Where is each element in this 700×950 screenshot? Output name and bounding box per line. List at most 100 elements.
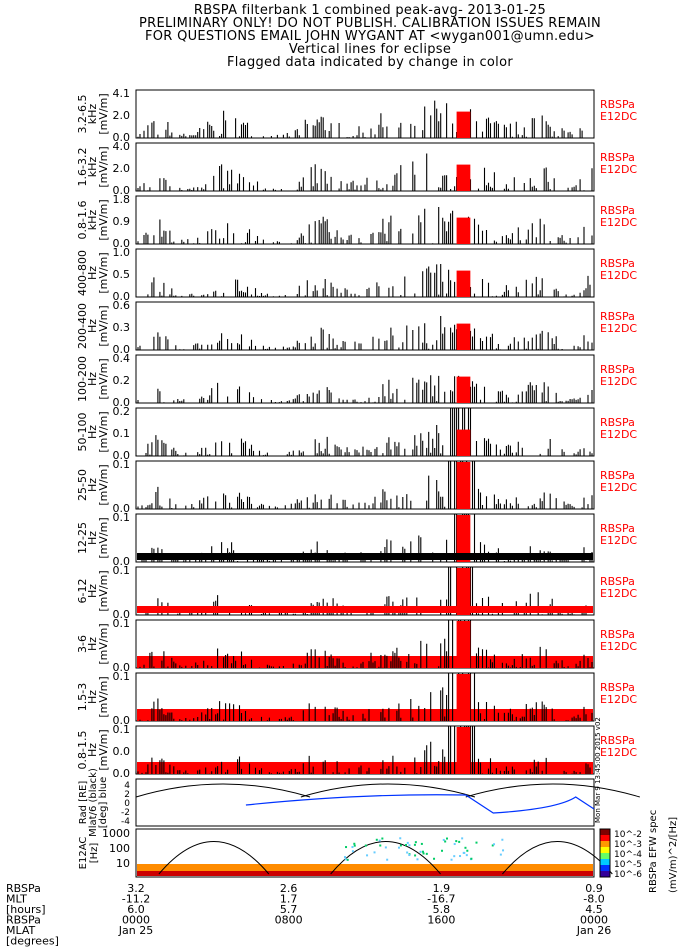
y-axis-label-line: [mV/m]	[97, 570, 110, 611]
y-axis-label-line: 1.5-3	[76, 683, 89, 711]
spectrogram-pixel	[433, 857, 436, 860]
series-label: E12DC	[600, 322, 637, 335]
colorbar-segment	[600, 853, 610, 860]
flagged-data	[456, 568, 471, 615]
trace	[135, 461, 593, 509]
y-tick-label: 0.1	[113, 723, 131, 736]
flagged-data	[456, 111, 471, 138]
eclipse-note: Vertical lines for eclipse	[288, 42, 452, 57]
spectrogram-pixel	[379, 844, 382, 847]
y-axis-label-line: 25-50	[76, 469, 89, 501]
xaxis-tick-label: Jan 26	[576, 924, 611, 937]
y-tick-label: 4.1	[113, 87, 131, 100]
spectrogram-pixel	[414, 841, 417, 844]
flagged-data	[456, 164, 471, 191]
colorbar-segment	[600, 841, 610, 848]
y-axis-label: 0.8-1.5Hz[mV/m]	[76, 729, 110, 770]
y-tick-label: 0.3	[113, 321, 131, 334]
xaxis-row-label: RBSPa	[6, 882, 41, 895]
colorbar-tick: 10^-6	[614, 870, 642, 880]
y-tick-label: 0.0	[113, 714, 131, 727]
spectrogram-pixel	[405, 843, 408, 846]
series-label: E12DC	[600, 746, 637, 759]
xaxis-tick-label: 3.2	[127, 882, 145, 895]
spectrogram-pixel	[465, 854, 468, 857]
spectrogram-pixel	[413, 843, 416, 846]
orbit-curve	[135, 783, 311, 798]
series-label: RBSPa	[600, 151, 635, 164]
colorbar-frame	[599, 828, 611, 878]
series-label: RBSPa	[600, 575, 635, 588]
spectrogram-pixel	[444, 840, 447, 843]
spectrogram-pixel	[499, 853, 502, 856]
flagged-data	[456, 727, 471, 774]
y-axis-label-line: 50-100	[76, 413, 89, 452]
spectrogram-pixel	[419, 850, 422, 853]
y-axis-label-line: 12-25	[76, 522, 89, 554]
y-tick-label: 0.1	[113, 511, 131, 524]
trace	[135, 316, 593, 350]
y-tick-label: 0.0	[113, 237, 131, 250]
y-tick-label: 0.0	[113, 502, 131, 515]
series-label: E12DC	[600, 269, 637, 282]
series-label: RBSPa	[600, 416, 635, 429]
y-tick-label: 0.4	[113, 352, 131, 365]
timestamp: Mon Mar 9 13:45:00 2015 v02	[594, 717, 602, 823]
series-label: RBSPa	[600, 310, 635, 323]
y-axis-label-line: Hz	[86, 372, 99, 386]
series-label: RBSPa	[600, 628, 635, 641]
orbit-curve	[465, 783, 640, 798]
series-label: RBSPa	[600, 257, 635, 270]
xaxis-tick-label: 0000	[122, 914, 150, 927]
trace	[137, 100, 583, 138]
y-tick-label: 0.0	[113, 608, 131, 621]
spectrogram-pixel	[421, 850, 424, 853]
spectrogram-pixel	[441, 849, 444, 852]
orbit-curve	[300, 783, 476, 798]
xaxis-tick-label: 4.5	[585, 903, 603, 916]
y-axis-label-line: 0.8-1.6	[76, 201, 89, 240]
series-label: E12DC	[600, 428, 637, 441]
panel-frame	[135, 301, 595, 351]
spectrogram-pixel	[408, 844, 411, 847]
spectrogram-pixel	[464, 846, 467, 849]
y-axis-label-line: [mV/m]	[97, 517, 110, 558]
y-axis-label: 3-6Hz[mV/m]	[76, 623, 110, 664]
y-tick-label: 0.0	[113, 184, 131, 197]
xaxis-tick-label: 1.9	[433, 882, 451, 895]
xaxis-tick-label: 6.0	[127, 903, 145, 916]
y-tick-label: 0.2	[113, 405, 131, 418]
spectrogram-ylabel-line: E12AC	[78, 837, 89, 870]
colorbar-segment	[600, 859, 610, 866]
y-tick-label: -2	[121, 808, 130, 818]
spectrogram-pixel	[353, 844, 356, 847]
y-axis-label-line: [mV/m]	[97, 411, 110, 452]
series-label: E12DC	[600, 163, 637, 176]
y-axis-label-line: 3-6	[76, 635, 89, 653]
spectrogram-pixel	[475, 841, 478, 844]
y-tick-label: 0.1	[113, 427, 131, 440]
spectrogram-pixel	[455, 840, 458, 843]
y-tick-label: 2	[124, 790, 130, 800]
flagged-data	[456, 323, 471, 350]
y-axis-label-line: Hz	[86, 743, 99, 757]
xaxis-tick-label: 2.6	[280, 882, 298, 895]
y-axis-label-line: 1.6-3.2	[76, 148, 89, 187]
xaxis-tick-label: 0000	[580, 914, 608, 927]
y-axis-label-line: kHz	[86, 104, 99, 125]
colorbar-segment	[600, 847, 610, 854]
xaxis-tick-label: -11.2	[122, 893, 150, 906]
y-tick-label: 0.1	[113, 670, 131, 683]
y-tick-label: 1.8	[113, 193, 131, 206]
panel-frame	[135, 142, 595, 192]
series-label: E12DC	[600, 640, 637, 653]
series-label: E12DC	[600, 534, 637, 547]
series-label: E12DC	[600, 587, 637, 600]
